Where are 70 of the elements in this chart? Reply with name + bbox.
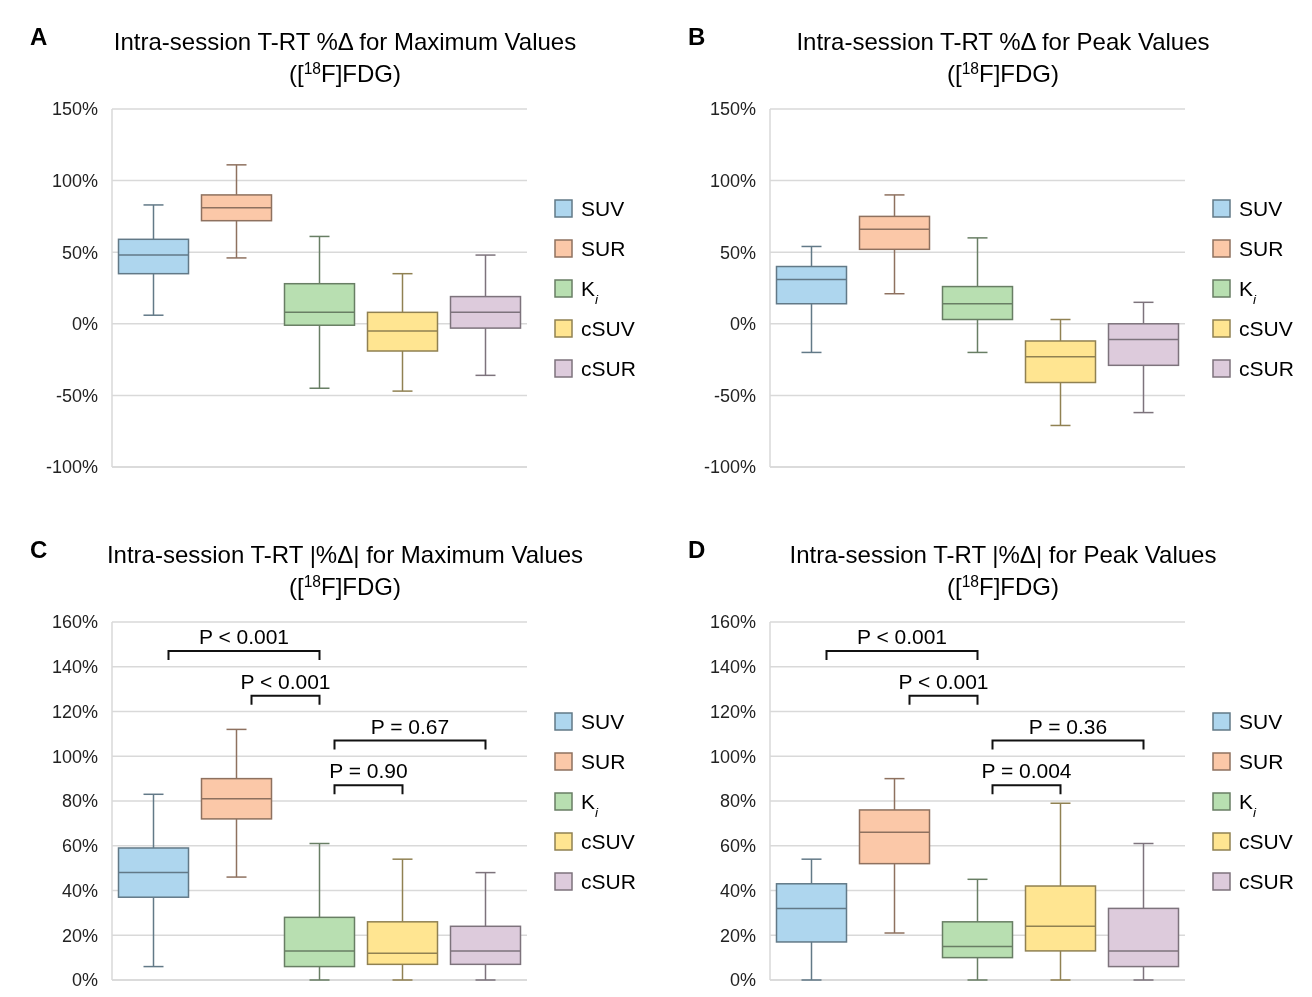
y-tick-label: 50% bbox=[719, 242, 756, 263]
y-tick-label: 40% bbox=[61, 880, 98, 901]
legend-label: SUV bbox=[581, 710, 625, 734]
y-tick-label: 50% bbox=[61, 242, 98, 263]
legend-label: cSUR bbox=[581, 870, 636, 894]
y-tick-label: 150% bbox=[709, 99, 756, 120]
annotation: P < 0.001 bbox=[240, 669, 331, 693]
chart-subtitle: ([$^{18}$F]FDG) bbox=[288, 572, 402, 600]
legend-label: SUR bbox=[1239, 237, 1284, 261]
chart-title: Intra-session T-RT |%Δ| for Peak Values bbox=[789, 541, 1217, 568]
y-tick-label: 80% bbox=[61, 791, 98, 812]
legend-label: cSUR bbox=[1239, 357, 1294, 381]
y-tick-label: 120% bbox=[51, 701, 98, 722]
text: A bbox=[30, 23, 48, 50]
annotation: P < 0.001 bbox=[198, 625, 290, 649]
y-tick-label: 120% bbox=[709, 701, 756, 722]
legend-label: K$_{i}$ bbox=[1239, 277, 1258, 307]
y-tick-label: 140% bbox=[51, 657, 98, 678]
y-tick-label: 160% bbox=[709, 612, 756, 633]
legend-label: cSUV bbox=[581, 830, 635, 854]
legend-label: SUR bbox=[1239, 750, 1284, 774]
y-tick-label: -100% bbox=[703, 457, 756, 478]
legend-label: SUR bbox=[581, 750, 626, 774]
legend-label: SUV bbox=[581, 197, 625, 221]
legend-label: SUV bbox=[1239, 710, 1283, 734]
legend-label: K$_{i}$ bbox=[581, 790, 600, 820]
y-tick-label: 20% bbox=[719, 925, 756, 946]
y-tick-label: 100% bbox=[709, 746, 756, 767]
y-tick-label: 160% bbox=[51, 612, 98, 633]
y-tick-label: 40% bbox=[719, 880, 756, 901]
legend-label: SUV bbox=[1239, 197, 1283, 221]
y-tick-label: 20% bbox=[61, 925, 98, 946]
y-tick-label: 0% bbox=[729, 970, 756, 991]
y-tick-label: 100% bbox=[709, 170, 756, 191]
chart-title: Intra-session T-RT %Δ for Peak Values bbox=[796, 28, 1210, 55]
annotation: P < 0.001 bbox=[898, 669, 989, 693]
y-tick-label: 100% bbox=[51, 170, 98, 191]
y-tick-label: 60% bbox=[61, 836, 98, 857]
y-tick-label: 0% bbox=[71, 314, 98, 335]
y-tick-label: 140% bbox=[709, 657, 756, 678]
annotation: P = 0.36 bbox=[1028, 714, 1108, 738]
annotation: P = 0.90 bbox=[329, 759, 408, 783]
chart-title: Intra-session T-RT %Δ for Maximum Values bbox=[113, 28, 577, 55]
y-tick-label: 80% bbox=[719, 791, 756, 812]
legend-label: cSUV bbox=[1239, 830, 1293, 854]
legend-label: K$_{i}$ bbox=[1239, 790, 1258, 820]
chart-subtitle: ([$^{18}$F]FDG) bbox=[946, 572, 1060, 600]
text: C bbox=[30, 536, 48, 563]
annotation: P = 0.67 bbox=[370, 714, 450, 738]
legend-label: cSUV bbox=[1239, 317, 1293, 341]
legend-label: cSUR bbox=[1239, 870, 1294, 894]
y-tick-label: 0% bbox=[71, 970, 98, 991]
chart-subtitle: ([$^{18}$F]FDG) bbox=[288, 59, 402, 87]
y-tick-label: -100% bbox=[45, 457, 98, 478]
legend-label: cSUR bbox=[581, 357, 636, 381]
y-tick-label: -50% bbox=[713, 385, 756, 406]
legend-label: K$_{i}$ bbox=[581, 277, 600, 307]
annotation: P < 0.001 bbox=[856, 625, 948, 649]
annotation: P = 0.004 bbox=[981, 759, 1072, 783]
chart-title: Intra-session T-RT |%Δ| for Maximum Values bbox=[106, 541, 584, 568]
legend-label: cSUV bbox=[581, 317, 635, 341]
text: D bbox=[688, 536, 706, 563]
y-tick-label: 0% bbox=[729, 314, 756, 335]
y-tick-label: 150% bbox=[51, 99, 98, 120]
y-tick-label: 60% bbox=[719, 836, 756, 857]
y-tick-label: 100% bbox=[51, 746, 98, 767]
text: B bbox=[688, 23, 706, 50]
legend-label: SUR bbox=[581, 237, 626, 261]
y-tick-label: -50% bbox=[55, 385, 98, 406]
chart-subtitle: ([$^{18}$F]FDG) bbox=[946, 59, 1060, 87]
